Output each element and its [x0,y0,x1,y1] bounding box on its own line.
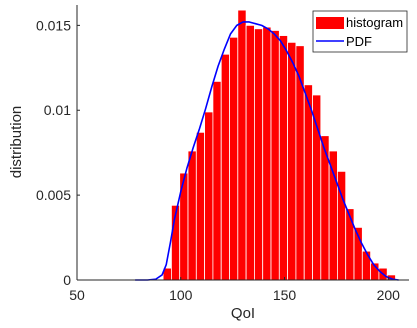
histogram-bar [195,131,206,281]
histogram-bar [345,208,355,281]
histogram-bar [204,111,214,281]
histogram-bar [303,84,313,281]
y-tick-label: 0 [63,272,71,288]
histogram-bar [312,94,322,281]
y-tick-label: 0.01 [44,102,71,118]
x-tick-label: 150 [273,287,297,303]
histogram-bar [361,250,372,281]
x-tick-label: 100 [169,287,193,303]
x-tick-label: 200 [377,287,401,303]
histogram-bar [262,26,272,281]
histogram-bar [212,80,222,281]
histogram-bar [270,30,280,281]
legend: histogram PDF [312,10,408,53]
histogram-bar [220,53,230,281]
x-axis-label: QoI [231,305,255,322]
axes [76,5,409,281]
y-tick-label: 0.015 [36,17,71,33]
histogram-bar [287,41,297,281]
histogram-bars [162,9,396,281]
tick-marks: 50 100 150 200 0 0.005 0.01 0.015 [36,17,400,303]
legend-histogram-swatch [316,17,344,29]
histogram-bar [187,150,197,281]
pdf-line-layer [135,21,399,281]
pdf-line [135,21,399,281]
histogram-bar [245,24,255,281]
legend-pdf-label: PDF [346,34,372,49]
histogram-bar [278,35,289,281]
histogram-bar [254,28,264,281]
histogram-bar [237,9,247,281]
histogram-bar [328,150,338,281]
legend-histogram-label: histogram [346,15,403,30]
y-tick-label: 0.005 [36,187,71,203]
y-axis-label: distribution [8,106,25,179]
histogram-bar [229,36,239,281]
x-tick-label: 50 [69,287,85,303]
